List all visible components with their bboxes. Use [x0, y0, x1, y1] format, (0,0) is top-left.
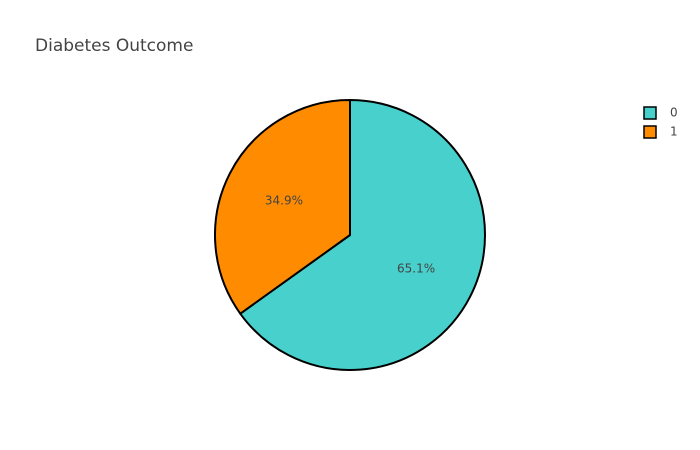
legend-item-0[interactable]: 0 — [643, 106, 678, 120]
slice-percent-label-1: 34.9% — [265, 194, 303, 208]
pie-slices — [214, 99, 486, 371]
slice-percent-label-0: 65.1% — [397, 261, 435, 275]
legend-item-1[interactable]: 1 — [643, 125, 678, 139]
legend-swatch-1 — [643, 125, 657, 139]
legend-label-1: 1 — [670, 125, 678, 139]
pie-slice-1[interactable] — [214, 99, 351, 315]
legend: 01 — [643, 106, 678, 139]
pie-slice-0[interactable] — [239, 99, 486, 371]
chart-title: Diabetes Outcome — [35, 36, 193, 56]
pie-slice-labels: 65.1% 34.9% — [265, 194, 435, 276]
legend-label-0: 0 — [670, 106, 678, 120]
legend-swatch-0 — [643, 106, 657, 120]
